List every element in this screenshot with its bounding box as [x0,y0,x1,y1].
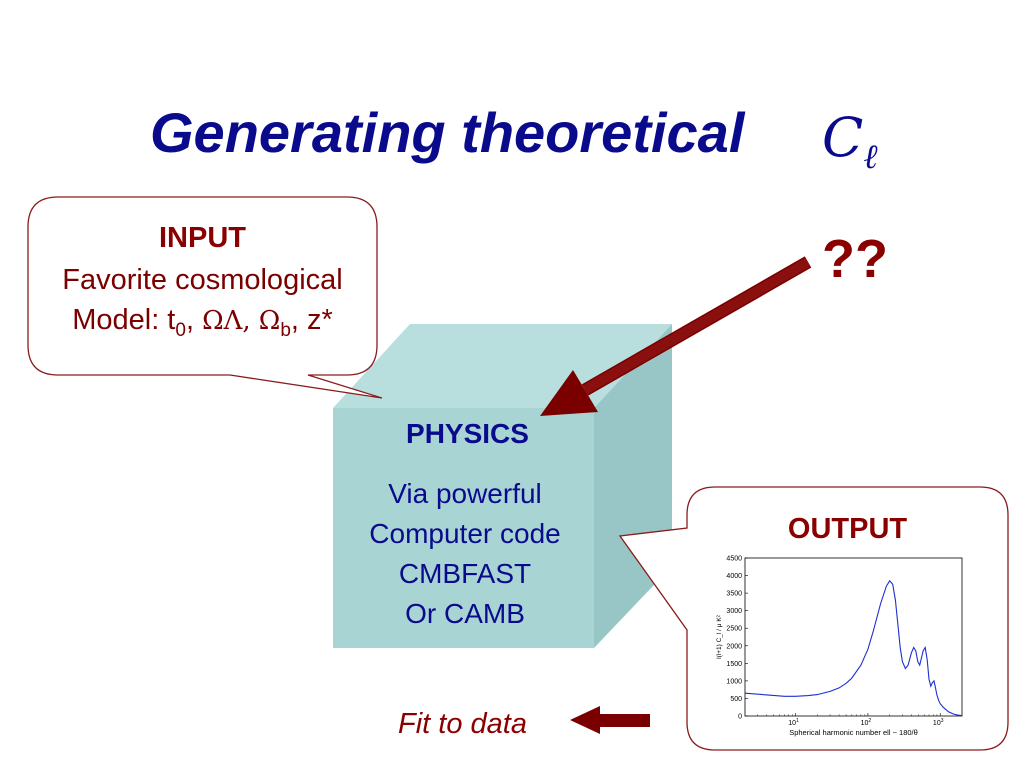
cl-power-spectrum-chart: 0 500 1000 1500 2000 2500 3000 3500 4000 4500 101 1… [716,556,963,737]
input-t-sub: 0 [175,319,186,341]
input-z: , z* [290,304,333,336]
y-tick-label: 500 [730,696,742,703]
input-callout [27,196,383,399]
cl-symbol: Cℓ [822,106,878,177]
cube-front-face [333,408,594,648]
x-tick-label: 103 [933,718,944,727]
input-heading: INPUT [159,222,246,254]
output-callout [618,486,1009,751]
y-tick-label: 2000 [726,643,742,650]
output-heading: OUTPUT [787,513,908,545]
omega-b-sub: b [280,319,291,341]
y-tick-label: 3000 [726,608,742,615]
physics-line-2: Computer code [369,518,561,549]
omega-lambda: ΩΛ, [202,306,251,336]
y-tick-label: 3500 [726,591,742,598]
cl-symbol-sub: ℓ [863,136,878,177]
question-arrow [540,256,812,416]
physics-line-3: CMBFAST [398,558,532,589]
cl-symbol-main: C [822,106,864,169]
input-line1: Favorite cosmological [62,264,343,296]
physics-line-1: Via powerful [388,478,542,509]
y-tick-label: 1000 [726,678,742,685]
y-tick-label: 4000 [726,573,742,580]
x-tick-label: 102 [861,718,872,727]
question-marks: ?? [822,229,888,289]
fit-arrow [570,706,650,734]
omega-b: Ω [258,306,281,336]
fit-to-data-label: Fit to data [398,708,527,740]
y-tick-label: 1500 [726,661,742,668]
y-tick-label: 4500 [726,556,742,563]
physics-line-4: Or CAMB [405,598,525,629]
input-line2: Model: t0, ΩΛ, Ωb, z* [30,304,375,342]
spectrum-line [744,579,963,717]
y-tick-label: 0 [738,714,742,721]
chart-frame [744,557,963,717]
physics-heading: PHYSICS [406,418,529,449]
page-title: Generating theoretical [150,101,745,164]
chart-xlabel: Spherical harmonic number ell ~ 180/θ [789,728,918,737]
x-tick-label: 101 [788,718,799,727]
y-tick-label: 2500 [726,626,742,633]
input-model-prefix: Model: t [72,304,176,336]
input-sep: , [185,304,203,336]
chart-ylabel: l(l+1) C_l / μ K² [716,614,723,658]
